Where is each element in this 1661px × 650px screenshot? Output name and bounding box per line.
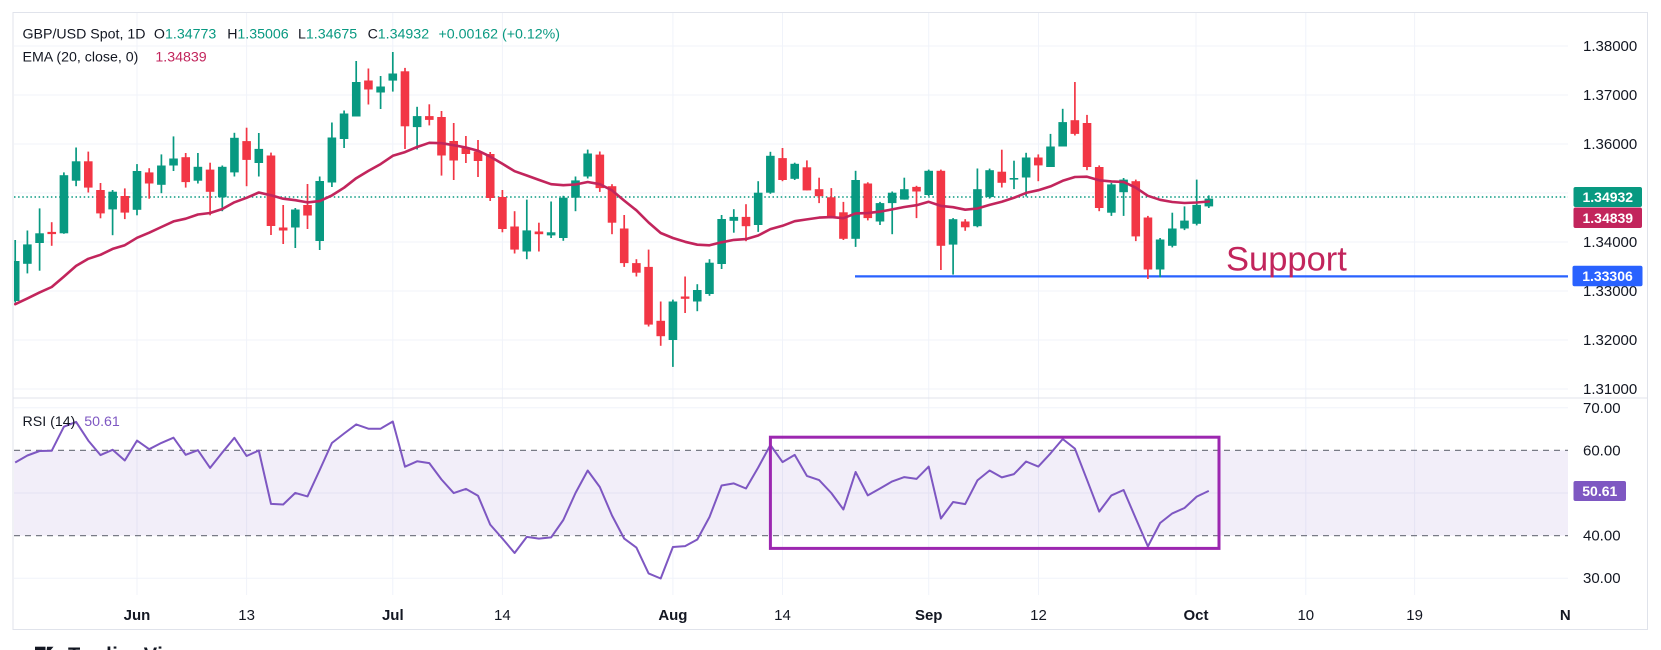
svg-text:(+0.12%): (+0.12%) [502,27,560,43]
svg-text:Sep: Sep [915,607,943,624]
svg-text:GBP/USD Spot, 1D: GBP/USD Spot, 1D [23,27,146,43]
svg-text:10: 10 [1297,607,1314,624]
svg-text:14: 14 [774,607,791,624]
svg-text:1.35006: 1.35006 [237,27,288,43]
svg-text:1.33306: 1.33306 [1582,268,1633,284]
svg-text:RSI (14): RSI (14) [23,414,76,430]
svg-text:Aug: Aug [658,607,687,624]
svg-text:70.00: 70.00 [1583,400,1621,417]
svg-text:+0.00162: +0.00162 [439,27,499,43]
svg-text:30.00: 30.00 [1583,570,1621,587]
svg-text:L: L [298,27,306,43]
svg-text:Oct: Oct [1183,607,1208,624]
svg-text:13: 13 [238,607,255,624]
svg-text:Jul: Jul [382,607,404,624]
svg-text:1.34675: 1.34675 [306,27,357,43]
svg-text:1.34932: 1.34932 [378,27,429,43]
svg-text:EMA (20, close, 0): EMA (20, close, 0) [23,50,139,66]
svg-text:O: O [154,27,165,43]
svg-text:1.34839: 1.34839 [155,50,206,66]
svg-text:1.31000: 1.31000 [1583,381,1637,398]
svg-text:1.34773: 1.34773 [165,27,216,43]
svg-text:1.34000: 1.34000 [1583,234,1637,251]
svg-text:1.34839: 1.34839 [1582,210,1633,226]
svg-text:1.37000: 1.37000 [1583,87,1637,104]
svg-text:1.32000: 1.32000 [1583,332,1637,349]
svg-text:60.00: 60.00 [1583,442,1621,459]
svg-text:C: C [368,27,378,43]
svg-text:H: H [227,27,237,43]
svg-text:1.36000: 1.36000 [1583,136,1637,153]
svg-text:50.61: 50.61 [1582,483,1617,499]
svg-text:1.38000: 1.38000 [1583,38,1637,55]
svg-text:1.34932: 1.34932 [1582,189,1633,205]
svg-text:Support: Support [1226,241,1347,279]
svg-text:14: 14 [494,607,511,624]
svg-text:50.61: 50.61 [84,414,120,430]
svg-text:TradingView: TradingView [68,645,191,650]
svg-text:12: 12 [1030,607,1047,624]
svg-text:40.00: 40.00 [1583,528,1621,545]
svg-text:Nov: Nov [1560,607,1589,624]
svg-text:Jun: Jun [124,607,151,624]
svg-text:19: 19 [1406,607,1423,624]
svg-text:1.33000: 1.33000 [1583,283,1637,300]
